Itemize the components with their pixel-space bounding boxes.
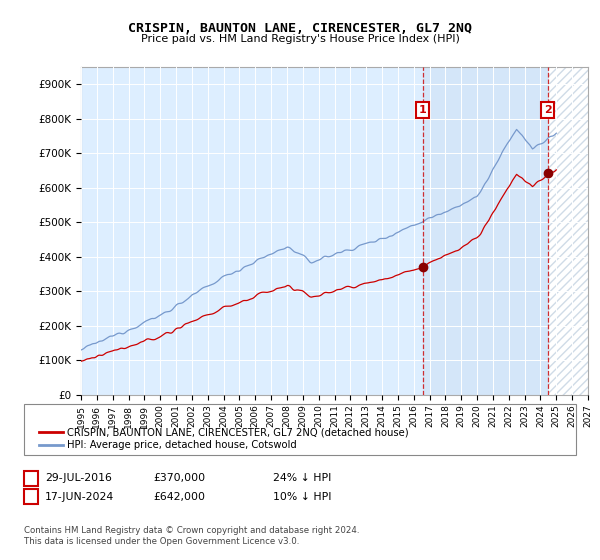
Text: Price paid vs. HM Land Registry's House Price Index (HPI): Price paid vs. HM Land Registry's House … <box>140 34 460 44</box>
Text: 1: 1 <box>27 473 35 483</box>
Text: £642,000: £642,000 <box>153 492 205 502</box>
Text: 10% ↓ HPI: 10% ↓ HPI <box>273 492 331 502</box>
Bar <box>548 67 588 395</box>
Text: 24% ↓ HPI: 24% ↓ HPI <box>273 473 331 483</box>
Text: 17-JUN-2024: 17-JUN-2024 <box>45 492 114 502</box>
Text: 2: 2 <box>544 105 551 115</box>
Text: 2: 2 <box>27 492 35 502</box>
Text: HPI: Average price, detached house, Cotswold: HPI: Average price, detached house, Cots… <box>67 440 297 450</box>
Bar <box>423 67 548 395</box>
Text: 29-JUL-2016: 29-JUL-2016 <box>45 473 112 483</box>
Text: Contains HM Land Registry data © Crown copyright and database right 2024.
This d: Contains HM Land Registry data © Crown c… <box>24 526 359 546</box>
Text: £370,000: £370,000 <box>153 473 205 483</box>
Text: 1: 1 <box>419 105 427 115</box>
Text: CRISPIN, BAUNTON LANE, CIRENCESTER, GL7 2NQ (detached house): CRISPIN, BAUNTON LANE, CIRENCESTER, GL7 … <box>67 427 409 437</box>
Text: CRISPIN, BAUNTON LANE, CIRENCESTER, GL7 2NQ: CRISPIN, BAUNTON LANE, CIRENCESTER, GL7 … <box>128 22 472 35</box>
Bar <box>548 67 588 395</box>
